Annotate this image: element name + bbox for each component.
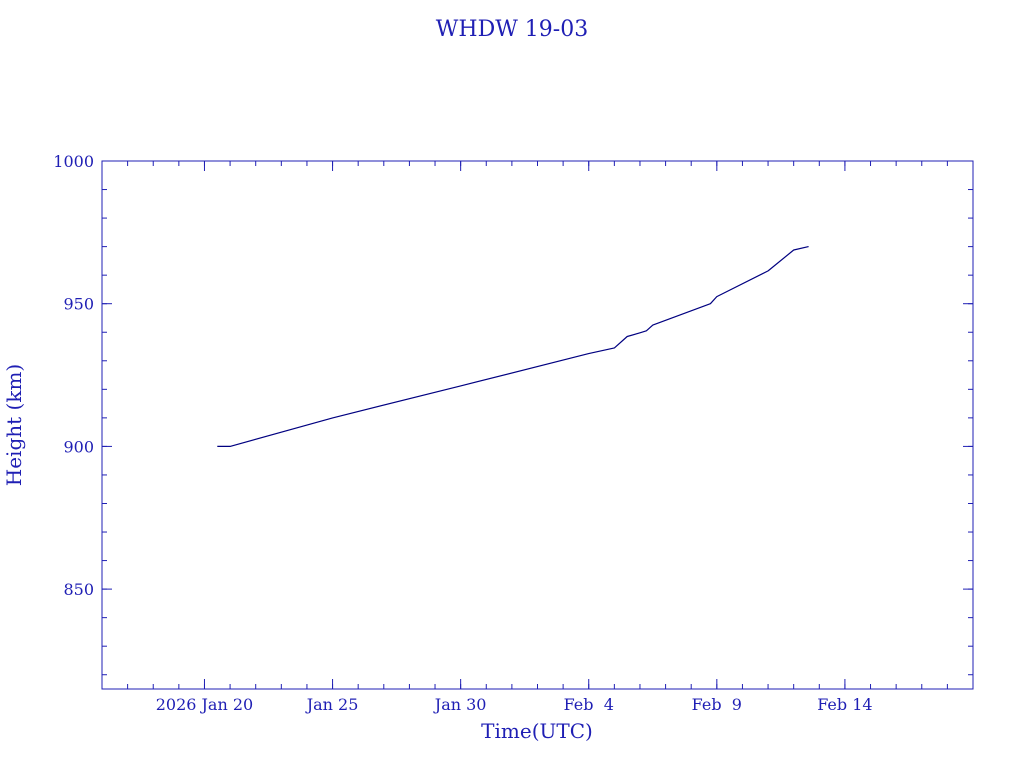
x-axis-label: Time(UTC) xyxy=(481,719,593,743)
y-tick-label: 950 xyxy=(63,295,94,314)
x-tick-label: Feb 9 xyxy=(692,695,742,714)
x-tick-label: Feb 4 xyxy=(564,695,614,714)
y-tick-label: 850 xyxy=(63,580,94,599)
x-tick-label: Feb 14 xyxy=(817,695,872,714)
chart-title: WHDW 19-03 xyxy=(436,17,588,42)
x-tick-label: Jan 25 xyxy=(305,695,359,714)
series-layer xyxy=(217,246,809,447)
x-tick-label: 2026 Jan 20 xyxy=(156,695,254,714)
y-axis-label: Height (km) xyxy=(2,364,26,486)
y-tick-label: 1000 xyxy=(53,152,94,171)
y-tick-label: 900 xyxy=(63,437,94,456)
height-series-line xyxy=(217,246,809,447)
axes: 850 900 950 1000 2026 Jan 20 Jan 25 Jan 30 Feb … xyxy=(53,152,974,714)
x-tick-label: Jan 30 xyxy=(433,695,487,714)
plot-frame xyxy=(101,160,974,690)
